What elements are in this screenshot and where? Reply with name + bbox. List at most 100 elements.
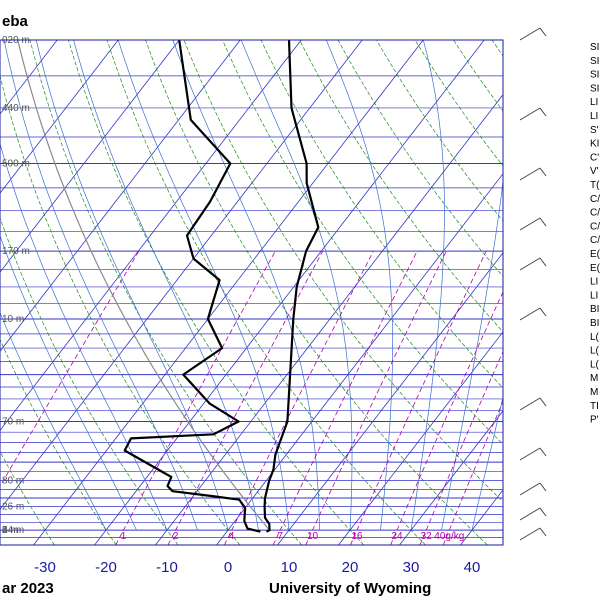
wind-barb-flag [539, 107, 547, 117]
wind-barb [519, 257, 547, 271]
height-label: 10 m [2, 314, 24, 325]
dry-adiabat [376, 40, 503, 222]
mixing-ratio-line [419, 350, 503, 545]
index-label: KI [590, 139, 599, 150]
isotherm-line [155, 94, 503, 545]
wind-barb [519, 167, 547, 181]
index-label: E( [590, 263, 600, 274]
plot-frame [0, 39, 504, 546]
isotherm-line [0, 40, 302, 432]
index-label: LI [590, 111, 598, 122]
mixing-ratio-line [115, 250, 276, 545]
index-label: T( [590, 180, 600, 191]
index-label: BI [590, 304, 599, 315]
dry-adiabat [68, 40, 364, 545]
index-label: E( [590, 249, 600, 260]
mixing-ratio-line [0, 250, 140, 487]
wind-barb [519, 107, 547, 121]
moist-adiabat [0, 234, 137, 531]
wind-barb [519, 217, 547, 231]
footer-date: ar 2023 [2, 580, 54, 597]
footer-source: University of Wyoming [269, 580, 431, 597]
moist-adiabat [172, 40, 320, 531]
height-label: 80 m [2, 476, 24, 487]
wind-barb-staff [519, 482, 541, 496]
wind-barb-flag [539, 257, 547, 267]
index-label: C/ [590, 208, 600, 219]
wind-barb-flag [539, 167, 547, 177]
index-label: TI [590, 401, 599, 412]
index-label: S' [590, 125, 599, 136]
mixing-ratio-line [272, 250, 418, 545]
moist-adiabat [410, 40, 445, 531]
dewpoint-line [123, 40, 261, 533]
wind-barb-flag [539, 507, 547, 517]
index-label: SI [590, 42, 599, 53]
index-label: L( [590, 359, 600, 370]
height-label: 170 m [2, 246, 30, 257]
wind-barb-flag [539, 527, 547, 537]
isotherm-line [0, 40, 241, 352]
wind-barb-staff [519, 527, 541, 541]
mixing-ratio-label: 40g/kg [434, 531, 464, 542]
height-label: 440 m [2, 103, 30, 114]
index-label: SI [590, 70, 599, 81]
dry-adiabat [222, 40, 503, 445]
wind-barb-staff [519, 397, 541, 411]
dry-adiabat [337, 40, 503, 277]
height-label: 4 m [2, 525, 19, 536]
mixing-ratio-label: 7 [277, 531, 283, 542]
mixing-ratio-label: 10 [307, 531, 319, 542]
isotherm-line [522, 40, 600, 545]
isotherm-line [94, 40, 485, 545]
index-label: M [590, 387, 598, 398]
mixing-ratio-label: 4 [229, 531, 235, 542]
height-label: 70 m [2, 417, 24, 428]
x-tick-label: 30 [403, 559, 420, 576]
isotherm-line [0, 40, 119, 194]
wind-barb-staff [519, 257, 541, 271]
mixing-ratio-line [167, 250, 324, 545]
wind-barb-flag [539, 397, 547, 407]
isotherm-line [0, 40, 180, 273]
x-tick-label: -10 [156, 559, 178, 576]
wind-barb [519, 527, 547, 541]
index-label: C/ [590, 235, 600, 246]
mixing-ratio-line [350, 250, 487, 545]
wind-barb-flag [539, 27, 547, 37]
height-label: 2 m [2, 525, 19, 536]
x-tick-label: -20 [95, 559, 117, 576]
x-tick-label: 10 [281, 559, 298, 576]
index-label: L( [590, 346, 600, 357]
wind-barb-staff [519, 217, 541, 231]
mixing-ratio-label: 16 [351, 531, 363, 542]
dry-adiabat [299, 40, 503, 333]
x-tick-label: 0 [224, 559, 232, 576]
dry-adiabat [0, 216, 179, 545]
x-tick-label: 20 [342, 559, 359, 576]
height-label: 26 m [2, 501, 24, 512]
wind-barb-staff [519, 307, 541, 321]
mixing-ratio-label: 32 [421, 531, 433, 542]
wind-barb-flag [539, 217, 547, 227]
wind-barb-column [519, 27, 547, 541]
dry-adiabat [145, 40, 488, 545]
mixing-ratio-label: 1 [121, 531, 127, 542]
isotherm-line [277, 252, 503, 545]
wind-barb-flag [539, 307, 547, 317]
sounding-profiles [17, 40, 320, 533]
mixing-ratio-line [442, 400, 503, 545]
index-label: C' [590, 152, 599, 163]
dry-adiabat [260, 40, 503, 389]
station-title: eba [2, 13, 29, 30]
temperature-line [263, 40, 320, 533]
mixing-ratio-line [305, 250, 447, 545]
isotherm-line [338, 331, 503, 545]
wind-barb-staff [519, 27, 541, 41]
moist-adiabat [35, 40, 229, 531]
isotherm-line [0, 40, 363, 511]
index-label: V' [590, 166, 599, 177]
index-label: LI [590, 290, 598, 301]
moist-adiabat [73, 40, 259, 531]
isotherm-line [399, 410, 503, 545]
